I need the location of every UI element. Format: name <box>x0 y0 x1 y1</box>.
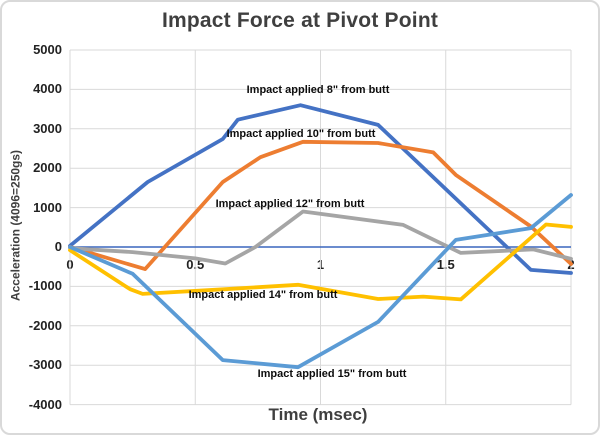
series-annotation: Impact applied 10" from butt <box>226 128 376 140</box>
y-tick-label: 0 <box>54 239 62 254</box>
series-annotation: Impact applied 15" from butt <box>257 368 407 380</box>
series-annotation: Impact applied 12" from butt <box>215 198 365 210</box>
y-tick-label: 2000 <box>33 160 62 176</box>
y-tick-label: 1000 <box>33 199 62 215</box>
series-line-impact-14in <box>68 222 573 302</box>
y-tick-label: -1000 <box>28 278 62 294</box>
y-tick-label: 5000 <box>33 42 62 57</box>
y-tick-label: 3000 <box>33 120 62 136</box>
y-tick-label: -4000 <box>28 396 62 412</box>
series-line-impact-10in <box>68 139 573 272</box>
series-annotation: Impact applied 8" from butt <box>246 84 390 96</box>
x-axis-title: Time (msec) <box>268 405 368 424</box>
chart-title: Impact Force at Pivot Point <box>161 9 439 32</box>
y-tick-label: 4000 <box>33 81 62 97</box>
series-line-impact-15in <box>68 193 573 370</box>
series-line-impact-8in <box>68 103 573 275</box>
series-line-impact-12in <box>68 209 573 266</box>
y-tick-label: -3000 <box>28 357 62 373</box>
y-tick-label: -2000 <box>28 317 62 333</box>
series-annotation: Impact applied 14" from butt <box>188 289 338 301</box>
